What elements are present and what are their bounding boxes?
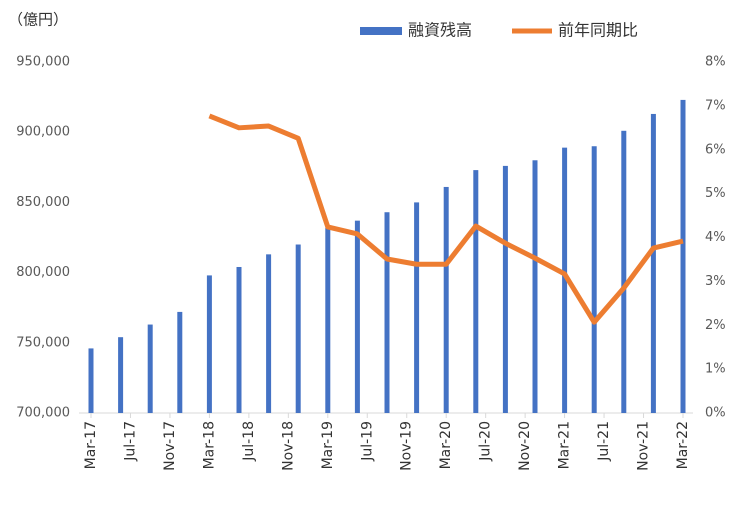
- y-tick-label: 700,000: [16, 406, 70, 421]
- x-tick-label: Mar-22: [675, 421, 691, 469]
- bar: [295, 244, 301, 413]
- x-tick-label: Nov-17: [162, 421, 178, 471]
- legend-label: 前年同期比: [558, 21, 638, 40]
- x-tick-label: Mar-17: [83, 421, 99, 469]
- y2-tick-label: 7%: [705, 98, 726, 113]
- bar: [147, 324, 153, 413]
- bar: [236, 266, 242, 413]
- bar: [532, 160, 538, 413]
- bar: [562, 147, 568, 414]
- y2-tick-label: 5%: [705, 186, 726, 201]
- x-tick-label: Jul-19: [359, 421, 375, 462]
- x-tick-label: Mar-18: [201, 421, 217, 469]
- x-tick-label: Nov-20: [517, 421, 533, 471]
- bar: [88, 348, 94, 413]
- bar: [650, 113, 656, 413]
- y2-tick-label: 1%: [705, 362, 726, 377]
- y2-tick-label: 6%: [705, 142, 726, 157]
- bar: [621, 130, 627, 413]
- y2-tick-label: 4%: [705, 230, 726, 245]
- x-tick-label: Mar-19: [320, 421, 336, 469]
- bar: [384, 212, 390, 413]
- x-tick-label: Nov-18: [280, 421, 296, 471]
- x-tick-label: Jul-17: [122, 421, 138, 462]
- bar: [680, 99, 686, 414]
- x-tick-label: Jul-18: [241, 421, 257, 462]
- bar: [591, 146, 597, 414]
- unit-label: （億円）: [8, 11, 68, 29]
- bar: [354, 220, 360, 413]
- y2-tick-label: 8%: [705, 55, 726, 70]
- bar: [266, 254, 272, 413]
- legend-swatch: [360, 27, 402, 35]
- y2-tick-label: 0%: [705, 406, 726, 421]
- bar: [118, 337, 124, 413]
- y-tick-label: 750,000: [16, 335, 70, 350]
- x-tick-label: Jul-21: [596, 421, 612, 462]
- bar: [325, 227, 331, 413]
- y-tick-label: 900,000: [16, 125, 70, 140]
- y2-tick-label: 3%: [705, 274, 726, 289]
- bar: [502, 165, 508, 413]
- y-tick-label: 800,000: [16, 265, 70, 280]
- y2-tick-label: 2%: [705, 318, 726, 333]
- bar: [177, 311, 183, 413]
- bar: [414, 202, 420, 413]
- x-tick-label: Mar-20: [438, 421, 454, 469]
- bar: [206, 275, 212, 413]
- legend-label: 融資残高: [408, 21, 472, 40]
- x-tick-label: Mar-21: [557, 421, 573, 469]
- y-tick-label: 850,000: [16, 195, 70, 210]
- x-tick-label: Nov-21: [636, 421, 652, 471]
- bar: [473, 170, 479, 413]
- x-tick-label: Nov-19: [399, 421, 415, 471]
- line: [208, 113, 684, 325]
- x-tick-label: Jul-20: [478, 421, 494, 462]
- y-tick-label: 950,000: [16, 55, 70, 70]
- bar: [443, 186, 449, 413]
